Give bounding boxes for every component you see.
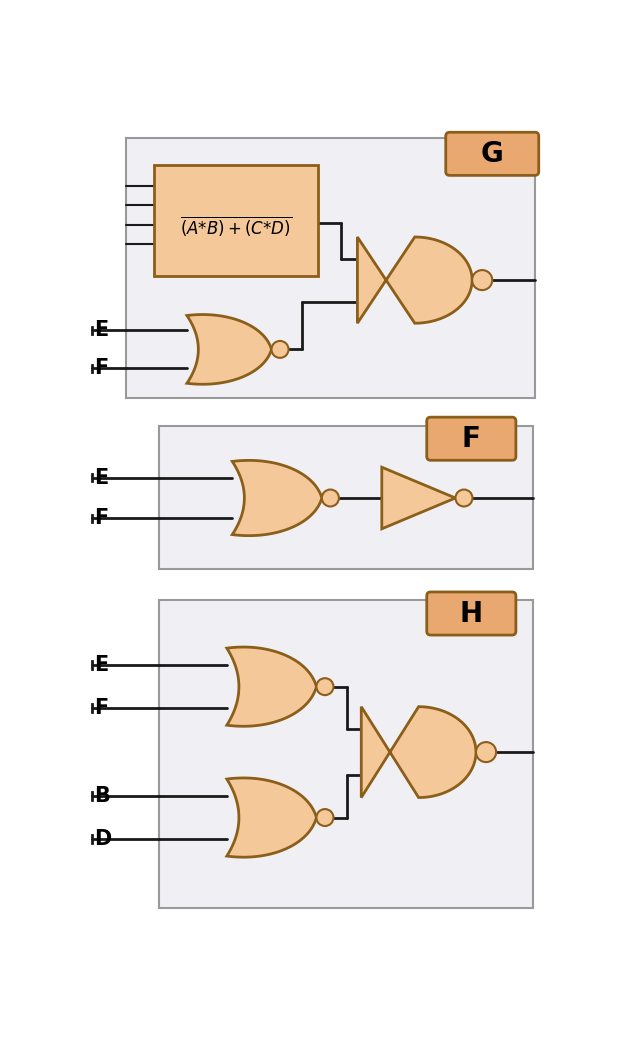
Text: B: B xyxy=(94,786,110,805)
Circle shape xyxy=(455,490,473,507)
Circle shape xyxy=(271,340,289,358)
Text: H: H xyxy=(460,600,483,628)
Bar xyxy=(125,138,535,398)
Text: E: E xyxy=(94,655,108,675)
Polygon shape xyxy=(361,707,476,797)
Polygon shape xyxy=(227,647,317,727)
Polygon shape xyxy=(227,777,317,857)
Polygon shape xyxy=(187,315,271,384)
Text: E: E xyxy=(94,321,108,340)
Circle shape xyxy=(472,270,492,290)
Text: F: F xyxy=(94,699,108,718)
Circle shape xyxy=(317,678,333,695)
Bar xyxy=(159,427,533,569)
Circle shape xyxy=(317,809,333,826)
Bar xyxy=(159,600,533,908)
Circle shape xyxy=(476,742,496,762)
Text: E: E xyxy=(94,467,108,488)
Text: F: F xyxy=(94,509,108,528)
Text: $\overline{(A{*}B)+(C{*}D)}$: $\overline{(A{*}B)+(C{*}D)}$ xyxy=(179,215,292,239)
Bar xyxy=(153,165,318,276)
Polygon shape xyxy=(358,237,472,323)
Text: F: F xyxy=(462,425,481,453)
FancyBboxPatch shape xyxy=(446,132,539,175)
Text: F: F xyxy=(94,358,108,379)
FancyBboxPatch shape xyxy=(427,592,516,635)
Circle shape xyxy=(322,490,339,507)
Polygon shape xyxy=(382,467,455,528)
FancyBboxPatch shape xyxy=(427,417,516,460)
Polygon shape xyxy=(232,461,322,536)
Text: D: D xyxy=(94,829,111,849)
Text: G: G xyxy=(481,140,504,168)
